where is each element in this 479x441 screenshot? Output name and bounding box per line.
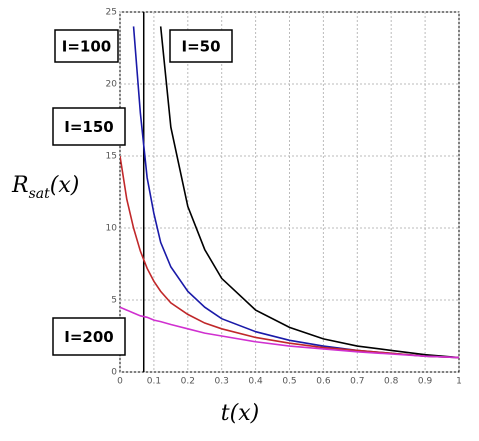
legend-label: I=50 [181, 38, 220, 56]
legend-box [52, 317, 126, 356]
legend-label: I=200 [64, 328, 113, 346]
legend-label: I=100 [62, 38, 111, 56]
x-tick-label: 0.8 [384, 377, 399, 387]
y-tick-label: 0 [111, 368, 117, 378]
series-line [120, 306, 459, 359]
x-label-tail: (x) [230, 401, 260, 426]
y-label-tail: (x) [50, 173, 80, 198]
lines [120, 12, 459, 372]
x-label-main: t [221, 401, 230, 426]
y-tick-label: 10 [106, 224, 118, 234]
x-axis-label: t(x) [221, 401, 259, 426]
x-tick-label: 0 [117, 377, 123, 387]
y-tick-label: 5 [111, 296, 117, 306]
legend-box [54, 29, 119, 63]
y-label-main: R [11, 173, 29, 198]
x-tick-label: 0.5 [282, 377, 296, 387]
x-tick-label: 0.6 [316, 377, 331, 387]
legend: I=50 I=100 I=150 I=200 [52, 29, 233, 356]
x-tick-label: 0.9 [418, 377, 433, 387]
x-tick-label: 0.2 [181, 377, 195, 387]
x-tick-label: 0.4 [248, 377, 263, 387]
legend-box [169, 29, 233, 63]
y-tick-label: 20 [106, 80, 118, 90]
y-axis-label: Rsat(x) [11, 173, 79, 202]
series-line [120, 155, 459, 359]
y-label-sub: sat [29, 186, 51, 202]
x-tick-label: 0.7 [350, 377, 364, 387]
y-tick-label: 25 [106, 8, 117, 18]
x-tick-label: 0.3 [215, 377, 229, 387]
legend-box [52, 107, 126, 146]
x-tick-label: 0.1 [147, 377, 161, 387]
series-line [159, 26, 459, 359]
legend-label: I=150 [64, 118, 113, 136]
y-tick-label: 15 [106, 152, 117, 162]
x-tick-label: 1 [456, 377, 462, 387]
